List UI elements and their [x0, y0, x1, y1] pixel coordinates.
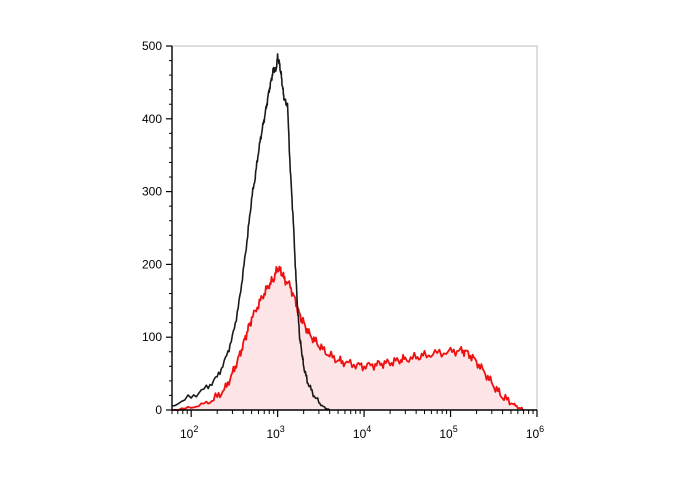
x-tick-label: 105 [439, 424, 457, 441]
x-axis-ticks: 102 103 104 105 106 [171, 410, 544, 441]
y-tick-label: 300 [142, 185, 162, 199]
y-tick-label: 400 [142, 112, 162, 126]
y-axis-ticks: 0 100 200 300 400 500 [142, 39, 172, 417]
x-tick-label: 103 [266, 424, 284, 441]
red-series-line [171, 265, 524, 411]
y-tick-label: 200 [142, 257, 162, 271]
y-tick-label: 0 [155, 403, 162, 417]
series-lines [171, 53, 524, 411]
x-tick-label: 104 [353, 424, 371, 441]
x-tick-label: 102 [180, 424, 198, 441]
y-tick-label: 100 [142, 330, 162, 344]
y-tick-label: 500 [142, 39, 162, 53]
black-series-line [171, 53, 331, 411]
x-tick-label: 106 [526, 424, 544, 441]
